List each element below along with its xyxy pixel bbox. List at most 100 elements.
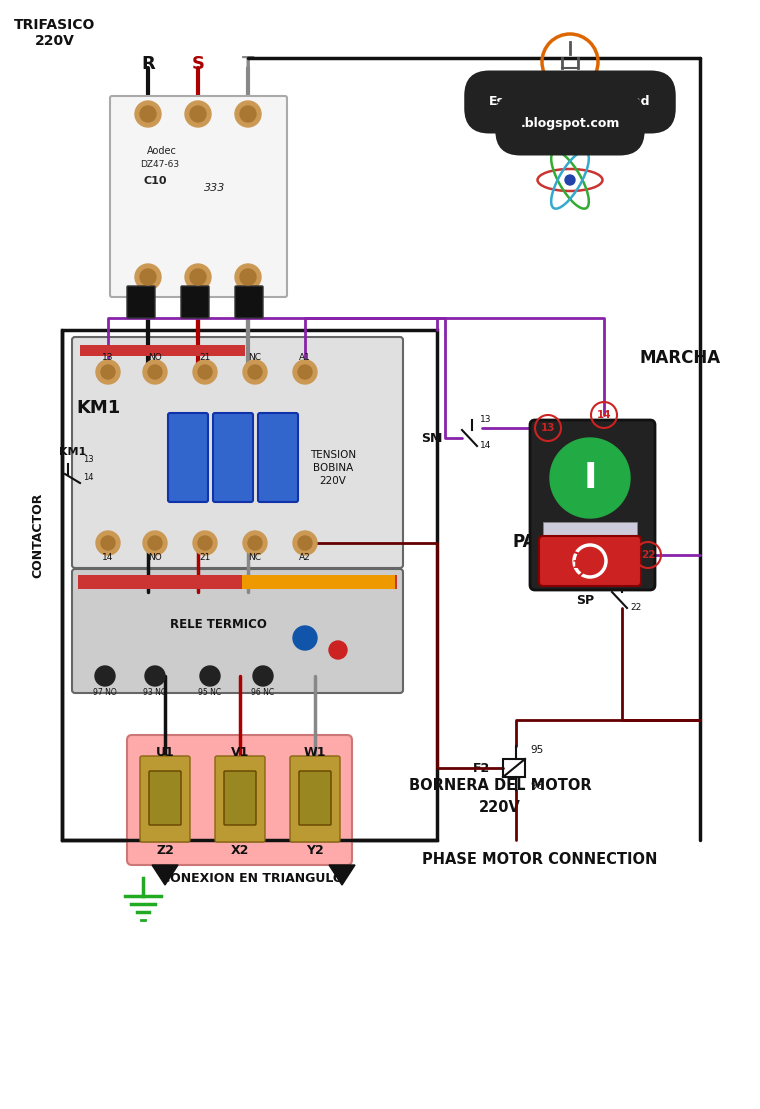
Circle shape (185, 264, 211, 289)
Circle shape (565, 175, 575, 185)
FancyBboxPatch shape (539, 536, 641, 586)
Circle shape (185, 101, 211, 128)
Text: V1: V1 (231, 745, 249, 759)
Circle shape (145, 667, 165, 686)
Circle shape (101, 365, 115, 379)
FancyBboxPatch shape (530, 420, 655, 590)
Text: TENSION
BOBINA
220V: TENSION BOBINA 220V (310, 450, 356, 486)
Text: .blogspot.com: .blogspot.com (521, 118, 619, 131)
FancyBboxPatch shape (213, 413, 253, 502)
Text: W1: W1 (304, 745, 326, 759)
Circle shape (193, 531, 217, 554)
Text: 96: 96 (530, 781, 543, 791)
Circle shape (200, 667, 220, 686)
FancyBboxPatch shape (140, 756, 190, 842)
Circle shape (140, 106, 156, 122)
Text: A1: A1 (299, 354, 311, 363)
FancyBboxPatch shape (149, 771, 181, 825)
Circle shape (293, 625, 317, 650)
Text: 14: 14 (103, 552, 114, 561)
Text: TRIFASICO
220V: TRIFASICO 220V (14, 18, 96, 48)
Text: RELE TERMICO: RELE TERMICO (169, 619, 267, 631)
FancyBboxPatch shape (127, 735, 352, 865)
Circle shape (248, 365, 262, 379)
Text: 14: 14 (480, 441, 492, 450)
Text: 333: 333 (204, 183, 226, 193)
Text: 93 NO: 93 NO (143, 688, 167, 696)
Text: 13: 13 (83, 456, 93, 465)
Text: X2: X2 (231, 844, 249, 856)
Text: 21: 21 (199, 552, 211, 561)
Circle shape (298, 365, 312, 379)
Text: 95 NC: 95 NC (198, 688, 222, 696)
Text: SP: SP (576, 593, 594, 607)
Bar (503, 759, 525, 777)
Circle shape (253, 667, 273, 686)
Text: KM1: KM1 (59, 447, 87, 457)
Bar (242, 574, 395, 589)
Text: A2: A2 (299, 552, 311, 561)
Circle shape (329, 641, 347, 659)
Circle shape (135, 264, 161, 289)
FancyBboxPatch shape (181, 286, 209, 318)
Text: R: R (141, 55, 155, 73)
Text: CONTACTOR: CONTACTOR (31, 492, 45, 578)
Circle shape (235, 264, 261, 289)
Bar (78, 574, 397, 589)
Polygon shape (152, 865, 178, 885)
Text: Z2: Z2 (156, 844, 174, 856)
Circle shape (243, 531, 267, 554)
Circle shape (248, 536, 262, 550)
Text: NC: NC (249, 552, 261, 561)
Circle shape (240, 106, 256, 122)
Text: 14: 14 (83, 474, 93, 482)
Text: 13: 13 (541, 423, 556, 433)
Bar (62, 330, 437, 840)
Text: T: T (242, 55, 254, 73)
Circle shape (96, 531, 120, 554)
Text: NO: NO (148, 552, 162, 561)
Circle shape (243, 360, 267, 384)
Text: PARO: PARO (513, 533, 563, 551)
Text: 13: 13 (480, 416, 492, 425)
Text: SM: SM (420, 431, 442, 445)
Text: S: S (192, 55, 204, 73)
Text: 13: 13 (103, 354, 114, 363)
FancyBboxPatch shape (224, 771, 256, 825)
Text: I: I (583, 461, 597, 495)
Text: U1: U1 (156, 745, 174, 759)
Circle shape (148, 536, 162, 550)
Circle shape (190, 269, 206, 285)
Text: 21: 21 (565, 560, 579, 570)
Circle shape (140, 269, 156, 285)
FancyBboxPatch shape (168, 413, 208, 502)
Text: KM1: KM1 (76, 399, 120, 417)
Text: 97 NO: 97 NO (93, 688, 117, 696)
Circle shape (148, 365, 162, 379)
Text: 95: 95 (530, 745, 543, 755)
Text: F2: F2 (473, 762, 490, 774)
Text: BORNERA DEL MOTOR: BORNERA DEL MOTOR (409, 777, 591, 793)
Bar (80, 345, 245, 356)
Circle shape (193, 360, 217, 384)
Circle shape (550, 438, 630, 518)
Circle shape (96, 360, 120, 384)
Text: MARCHA: MARCHA (639, 349, 720, 367)
Text: CONEXION EN TRIANGULO: CONEXION EN TRIANGULO (161, 872, 344, 885)
FancyBboxPatch shape (215, 756, 265, 842)
Text: Aodec: Aodec (147, 146, 177, 156)
Text: 14: 14 (597, 410, 611, 420)
Circle shape (298, 536, 312, 550)
FancyBboxPatch shape (72, 569, 403, 693)
FancyBboxPatch shape (258, 413, 298, 502)
FancyBboxPatch shape (235, 286, 263, 318)
FancyBboxPatch shape (110, 96, 287, 297)
Circle shape (198, 365, 212, 379)
FancyBboxPatch shape (127, 286, 155, 318)
Circle shape (293, 531, 317, 554)
Text: DZ47-63: DZ47-63 (141, 160, 179, 169)
Circle shape (95, 667, 115, 686)
FancyBboxPatch shape (299, 771, 331, 825)
Text: 21: 21 (630, 578, 641, 587)
Bar (543, 522, 637, 537)
